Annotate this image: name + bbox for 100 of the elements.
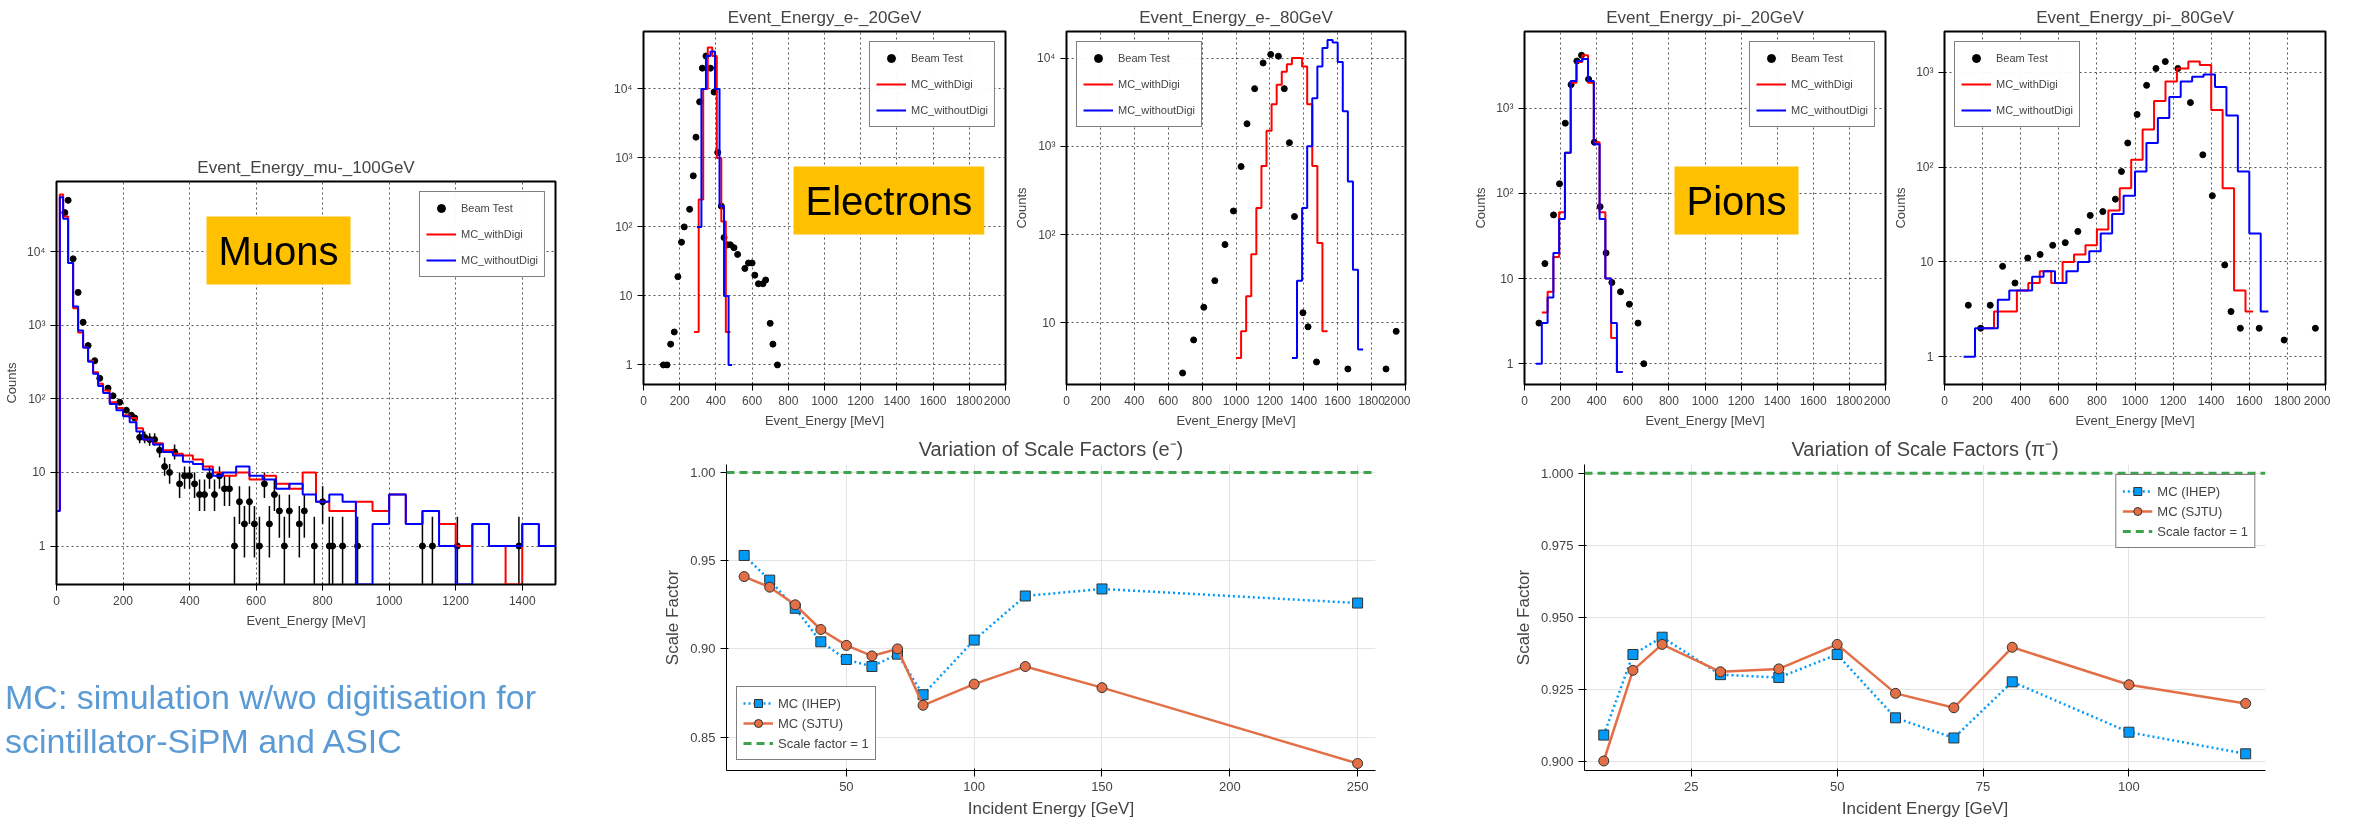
legend-label: MC_withoutDigi	[1790, 104, 1868, 116]
x-tick-label: 600	[2048, 393, 2070, 408]
legend-label: Beam Test	[1790, 52, 1843, 64]
x-tick-label: 0	[640, 393, 648, 408]
legend-label: MC_withDigi	[910, 78, 973, 90]
x-tick-label: 200	[669, 393, 691, 408]
x-tick-label: 600	[246, 593, 267, 608]
x-tick-label: 2000	[983, 393, 1011, 408]
legend-label: MC_withDigi	[1118, 78, 1180, 90]
x-tick-label: 1800	[1358, 393, 1386, 408]
y-tick-label: 10³	[28, 318, 46, 333]
legend-label: MC_withDigi	[1790, 78, 1853, 90]
legend-label: Beam Test	[460, 202, 513, 214]
x-tick-label: 0	[53, 593, 61, 608]
x-tick-label: 150	[1091, 778, 1113, 794]
y-tick-label: 10²	[1496, 186, 1514, 201]
y-tick-label: 10	[32, 465, 46, 480]
x-tick-label: 600	[1622, 393, 1644, 408]
y-axis-title: Counts	[4, 361, 19, 404]
chart-title: Event_Energy_pi-_20GeV	[1606, 7, 1805, 27]
x-tick-label: 200	[1218, 778, 1241, 794]
y-tick-label: 0.925	[1540, 681, 1574, 697]
chart-title: Event_Energy_pi-_80GeV	[2036, 7, 2235, 27]
y-tick-label: 0.85	[690, 729, 716, 745]
y-tick-label: 10	[1920, 254, 1934, 269]
x-tick-label: 0	[1063, 393, 1071, 408]
x-tick-label: 1200	[1727, 393, 1755, 408]
x-tick-label: 200	[113, 593, 134, 608]
y-tick-label: 10	[1042, 315, 1056, 330]
legend-label: Scale factor = 1	[2157, 523, 2248, 539]
y-tick-label: 10²	[1038, 227, 1056, 242]
legend-label: MC_withoutDigi	[1996, 104, 2074, 116]
x-axis-title: Incident Energy [GeV]	[1841, 798, 2009, 818]
legend-label: MC (SJTU)	[2157, 503, 2223, 519]
x-tick-label: 250	[1346, 778, 1369, 794]
x-tick-label: 1200	[1256, 393, 1284, 408]
x-tick-label: 1000	[2121, 393, 2149, 408]
x-axis-title: Event_Energy [MeV]	[1645, 412, 1765, 428]
y-axis-title: Scale Factor	[663, 569, 683, 666]
x-tick-label: 1000	[1222, 393, 1250, 408]
x-tick-label: 400	[2010, 393, 2032, 408]
y-axis-title: Counts	[1473, 186, 1489, 229]
x-axis-title: Event_Energy [MeV]	[1176, 412, 1296, 428]
x-tick-label: 1400	[883, 393, 911, 408]
x-tick-label: 2000	[1863, 393, 1891, 408]
x-tick-label: 100	[963, 778, 986, 794]
x-tick-label: 200	[1550, 393, 1571, 408]
x-tick-label: 600	[1158, 393, 1179, 408]
x-tick-label: 0	[1521, 393, 1529, 408]
chart-title: Variation of Scale Factors (π⁻)	[1791, 437, 2059, 460]
legend-label: MC_withoutDigi	[1118, 104, 1196, 116]
x-tick-label: 400	[1124, 393, 1145, 408]
y-axis-title: Counts	[1893, 186, 1909, 229]
y-tick-label: 10⁴	[1037, 51, 1056, 66]
y-tick-label: 10²	[1916, 160, 1934, 175]
y-tick-label: 10³	[1496, 101, 1514, 116]
y-tick-label: 10²	[28, 391, 46, 406]
x-tick-label: 600	[742, 393, 763, 408]
x-tick-label: 200	[1972, 393, 1993, 408]
x-tick-label: 1800	[2274, 393, 2302, 408]
y-tick-label: 10	[619, 288, 633, 303]
legend-label: MC (IHEP)	[778, 695, 841, 711]
x-tick-label: 1600	[1799, 393, 1827, 408]
x-tick-label: 1600	[1324, 393, 1352, 408]
x-tick-label: 1600	[2235, 393, 2263, 408]
legend-label: MC_withDigi	[460, 228, 523, 240]
x-tick-label: 50	[839, 778, 854, 794]
y-tick-label: 10³	[1916, 65, 1934, 80]
y-tick-label: 10	[1500, 271, 1514, 286]
x-axis-title: Event_Energy [MeV]	[2075, 412, 2195, 428]
legend-label: MC_withDigi	[1996, 78, 2058, 90]
y-tick-label: 10⁴	[614, 81, 633, 96]
x-tick-label: 800	[1192, 393, 1213, 408]
x-tick-label: 1400	[1290, 393, 1318, 408]
x-axis-title: Event_Energy [MeV]	[246, 612, 366, 628]
y-tick-label: 0.900	[1540, 753, 1574, 769]
x-tick-label: 1200	[2159, 393, 2187, 408]
x-tick-label: 1800	[955, 393, 983, 408]
x-tick-label: 800	[2086, 393, 2108, 408]
y-axis-title: Scale Factor	[1513, 569, 1533, 666]
x-tick-label: 800	[1658, 393, 1680, 408]
y-tick-label: 0.975	[1540, 537, 1574, 553]
legend-label: Beam Test	[1996, 52, 2048, 64]
y-tick-label: 1	[1926, 349, 1934, 364]
y-tick-label: 0.95	[690, 553, 716, 569]
chart-title: Event_Energy_e-_20GeV	[727, 7, 923, 27]
x-tick-label: 1400	[1763, 393, 1791, 408]
y-tick-label: 10²	[615, 219, 633, 234]
x-tick-label: 1200	[442, 593, 470, 608]
chart-title: Event_Energy_e-_80GeV	[1139, 7, 1334, 27]
y-tick-label: 10⁴	[27, 244, 46, 259]
x-axis-title: Incident Energy [GeV]	[967, 798, 1135, 818]
y-tick-label: 1	[1506, 356, 1514, 371]
y-tick-label: 10³	[615, 150, 633, 165]
legend-label: MC_withoutDigi	[460, 254, 538, 266]
legend-label: Scale factor = 1	[778, 735, 869, 751]
x-tick-label: 2000	[1383, 393, 1411, 408]
x-tick-label: 800	[778, 393, 799, 408]
x-tick-label: 0	[1941, 393, 1949, 408]
x-tick-label: 50	[1829, 778, 1845, 794]
